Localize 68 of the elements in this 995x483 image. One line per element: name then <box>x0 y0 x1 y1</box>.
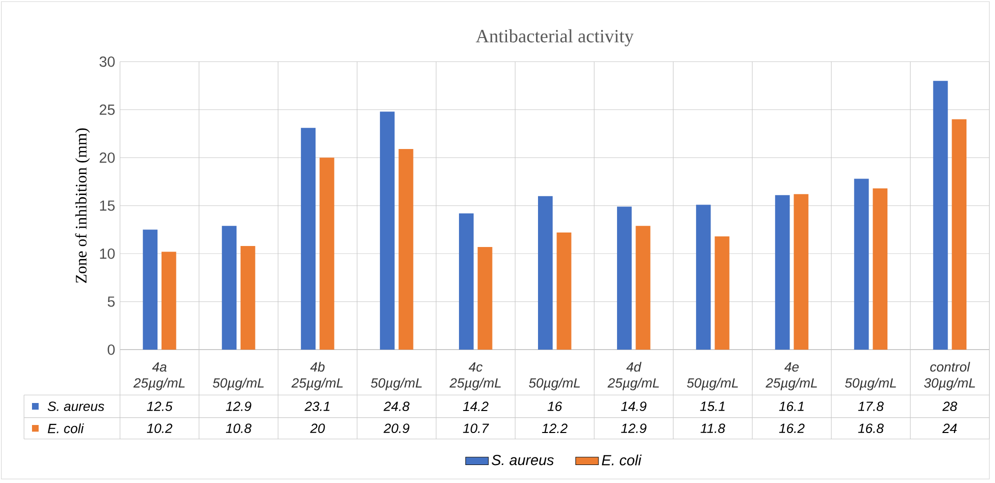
legend-label: S. aureus <box>48 402 104 412</box>
chart-title: Antibacterial activity <box>476 29 634 46</box>
x-tick-label: 50µg/mL <box>686 378 738 390</box>
x-tick-label: 4c 25µg/mL <box>449 362 501 390</box>
legend-label: E. coli <box>602 454 642 466</box>
data-label: 10.2 <box>146 424 172 434</box>
bar <box>617 206 632 350</box>
data-label: 20.9 <box>384 424 410 434</box>
y-axis-title: Zone of inhibition (mm) <box>75 128 90 283</box>
y-tick-label: 5 <box>108 296 115 307</box>
x-tick-label: 4d 25µg/mL <box>608 362 659 390</box>
data-label: 14.9 <box>621 402 646 412</box>
bar <box>714 236 730 350</box>
data-label: 16.1 <box>779 402 804 412</box>
bar <box>872 188 888 350</box>
x-tick-label: control 30µg/mL <box>924 362 975 390</box>
bar <box>142 230 158 350</box>
x-tick-label: 50µg/mL <box>845 378 896 390</box>
y-tick-label: 25 <box>100 104 115 115</box>
bar <box>636 226 650 350</box>
text: E. coli <box>48 423 84 434</box>
bar <box>162 252 176 350</box>
data-label: 10.8 <box>226 424 252 434</box>
data-label: 14.2 <box>463 402 488 411</box>
bar <box>933 80 948 350</box>
bar <box>854 178 869 350</box>
bar <box>240 246 256 350</box>
bar <box>952 119 966 350</box>
x-tick-label: 50µg/mL <box>370 378 422 390</box>
data-label: 16.8 <box>858 424 884 434</box>
bar <box>696 204 711 350</box>
bar <box>556 232 572 350</box>
data-label: 28 <box>942 402 958 412</box>
bar <box>300 128 316 350</box>
data-label: 10.7 <box>463 424 490 434</box>
data-label: 12.2 <box>542 424 568 433</box>
data-label: 11.8 <box>700 424 726 434</box>
bar <box>794 194 808 350</box>
data-label: 24 <box>942 424 957 433</box>
x-tick-label: 4a 25µg/mL <box>133 362 185 390</box>
y-tick-label: 15 <box>100 200 115 211</box>
y-tick-label: 30 <box>100 56 115 67</box>
bar <box>222 226 237 350</box>
data-label: 16 <box>548 402 562 412</box>
data-label: 12.5 <box>146 402 173 412</box>
y-tick-label: 10 <box>100 248 115 259</box>
bar <box>775 195 790 350</box>
data-label: 24.8 <box>384 402 410 412</box>
data-label: 12.9 <box>226 402 252 412</box>
bar <box>320 158 334 350</box>
bar <box>398 149 414 350</box>
bar <box>458 213 474 350</box>
data-label: 23.1 <box>304 402 330 412</box>
x-tick-label: 50µg/mL <box>212 378 264 390</box>
x-tick-label: 4e 25µg/mL <box>766 362 817 390</box>
bar <box>380 112 395 350</box>
bar <box>538 196 553 350</box>
data-label: 15.1 <box>700 402 725 411</box>
y-tick-label: 20 <box>100 152 115 163</box>
data-label: 20 <box>310 424 325 434</box>
data-label: 17.8 <box>858 402 884 412</box>
y-tick-label: 0 <box>108 344 115 355</box>
x-tick-label: 50µg/mL <box>528 378 580 390</box>
bar <box>478 246 492 350</box>
x-tick-label: 4b 25µg/mL <box>291 362 343 390</box>
data-label: 12.9 <box>621 424 646 434</box>
text: S. aureus <box>492 454 554 466</box>
data-label: 16.2 <box>779 424 805 434</box>
